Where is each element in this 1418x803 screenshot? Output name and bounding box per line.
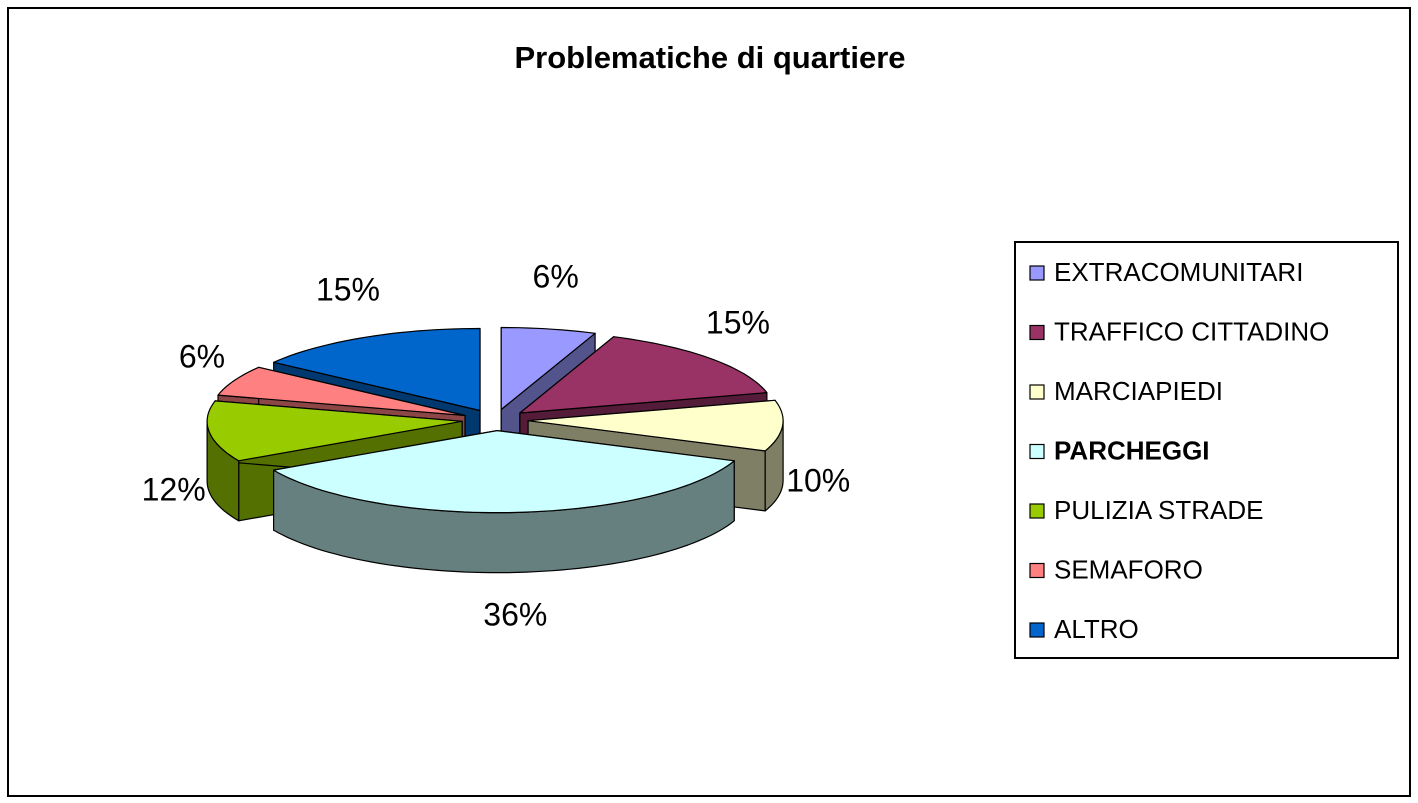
legend-label: SEMAFORO: [1054, 554, 1203, 584]
data-label: 15%: [316, 272, 380, 308]
legend-swatch: [1029, 562, 1045, 579]
chart-title: Problematiche di quartiere: [514, 40, 905, 75]
legend-swatch: [1029, 384, 1045, 400]
data-label: 36%: [483, 597, 547, 633]
slice-top: [500, 326, 596, 411]
data-label: 15%: [706, 305, 770, 341]
legend-swatch: [1029, 443, 1045, 460]
legend-label: TRAFFICO CITTADINO: [1054, 316, 1329, 346]
slice-top: [217, 366, 466, 417]
slice-top: [519, 336, 768, 414]
legend-swatch: [1029, 324, 1045, 341]
legend-label: PARCHEGGI: [1054, 435, 1210, 465]
slice-top: [273, 430, 735, 514]
legend-swatch: [1029, 503, 1045, 519]
data-label: 10%: [786, 462, 850, 498]
data-label: 6%: [533, 258, 579, 294]
slice-top: [273, 327, 481, 412]
data-label: 12%: [142, 471, 206, 507]
slice: [273, 430, 735, 574]
data-label: 6%: [179, 338, 225, 374]
slice-top: [527, 399, 784, 452]
legend-label: MARCIAPIEDI: [1054, 376, 1223, 406]
legend-label: EXTRACOMUNITARI: [1054, 257, 1303, 287]
legend-swatch: [1029, 265, 1045, 281]
legend-swatch: [1029, 622, 1045, 638]
legend-label: ALTRO: [1054, 614, 1139, 644]
legend-label: PULIZIA STRADE: [1054, 495, 1264, 525]
slice-top: [206, 400, 463, 462]
legend-box: [1014, 241, 1399, 659]
